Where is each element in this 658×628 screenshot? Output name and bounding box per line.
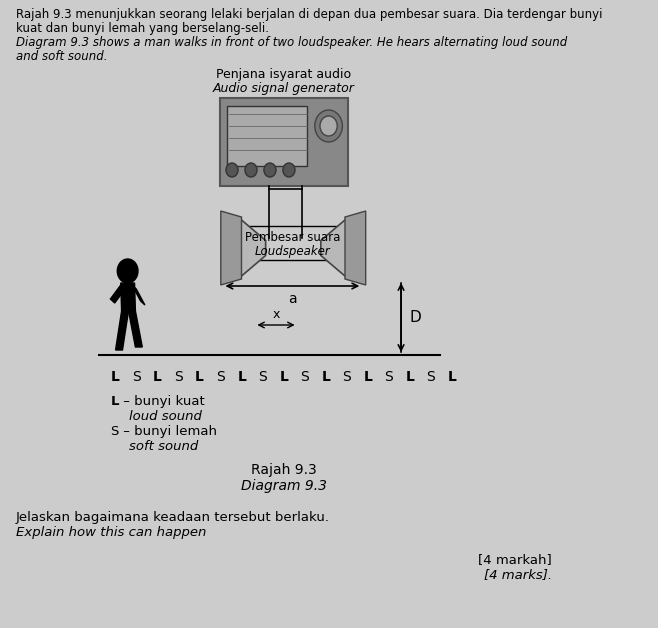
Polygon shape (321, 217, 349, 279)
Text: L: L (321, 370, 330, 384)
Circle shape (117, 259, 138, 283)
Text: Audio signal generator: Audio signal generator (213, 82, 355, 95)
Text: Loudspeaker: Loudspeaker (255, 245, 331, 258)
Text: Pembesar suara: Pembesar suara (245, 231, 340, 244)
Text: L: L (111, 395, 119, 408)
Text: S: S (426, 370, 436, 384)
Text: L: L (111, 370, 120, 384)
Text: soft sound: soft sound (130, 440, 199, 453)
Circle shape (226, 163, 238, 177)
Text: L: L (153, 370, 162, 384)
Circle shape (245, 163, 257, 177)
Text: Penjana isyarat audio: Penjana isyarat audio (216, 68, 351, 81)
Circle shape (320, 116, 337, 136)
Polygon shape (111, 285, 125, 303)
Text: S: S (111, 425, 119, 438)
Circle shape (283, 163, 295, 177)
Text: S: S (301, 370, 309, 384)
Text: [4 markah]: [4 markah] (478, 553, 552, 566)
Polygon shape (345, 211, 366, 285)
Text: S: S (216, 370, 225, 384)
Text: kuat dan bunyi lemah yang berselang-seli.: kuat dan bunyi lemah yang berselang-seli… (16, 22, 268, 35)
Text: L: L (405, 370, 415, 384)
Text: S: S (259, 370, 267, 384)
Polygon shape (238, 217, 266, 279)
Text: L: L (195, 370, 204, 384)
Text: Explain how this can happen: Explain how this can happen (16, 526, 206, 539)
Circle shape (264, 163, 276, 177)
Polygon shape (128, 311, 142, 347)
Text: L: L (238, 370, 246, 384)
Text: a: a (288, 292, 297, 306)
Polygon shape (121, 283, 136, 311)
Text: S: S (132, 370, 141, 384)
Text: L: L (363, 370, 372, 384)
Text: – bunyi lemah: – bunyi lemah (119, 425, 217, 438)
Text: S: S (342, 370, 351, 384)
Bar (227, 106, 307, 166)
Text: [4 marks].: [4 marks]. (484, 568, 552, 581)
Text: – bunyi kuat: – bunyi kuat (119, 395, 205, 408)
Text: S: S (174, 370, 183, 384)
Text: L: L (447, 370, 457, 384)
Polygon shape (116, 311, 128, 350)
Text: loud sound: loud sound (130, 410, 202, 423)
Text: L: L (279, 370, 288, 384)
Text: x: x (272, 308, 280, 321)
Text: and soft sound.: and soft sound. (16, 50, 107, 63)
Bar (235, 226, 351, 260)
Text: Rajah 9.3: Rajah 9.3 (251, 463, 316, 477)
Text: Jelaskan bagaimana keadaan tersebut berlaku.: Jelaskan bagaimana keadaan tersebut berl… (16, 511, 330, 524)
Circle shape (315, 110, 342, 142)
Text: S: S (384, 370, 393, 384)
Bar (220, 98, 347, 186)
Polygon shape (221, 211, 241, 285)
Text: Rajah 9.3 menunjukkan seorang lelaki berjalan di depan dua pembesar suara. Dia t: Rajah 9.3 menunjukkan seorang lelaki ber… (16, 8, 602, 21)
Text: D: D (410, 310, 421, 325)
Text: Diagram 9.3 shows a man walks in front of two loudspeaker. He hears alternating : Diagram 9.3 shows a man walks in front o… (16, 36, 567, 49)
Text: Diagram 9.3: Diagram 9.3 (241, 479, 327, 493)
Polygon shape (132, 285, 145, 305)
